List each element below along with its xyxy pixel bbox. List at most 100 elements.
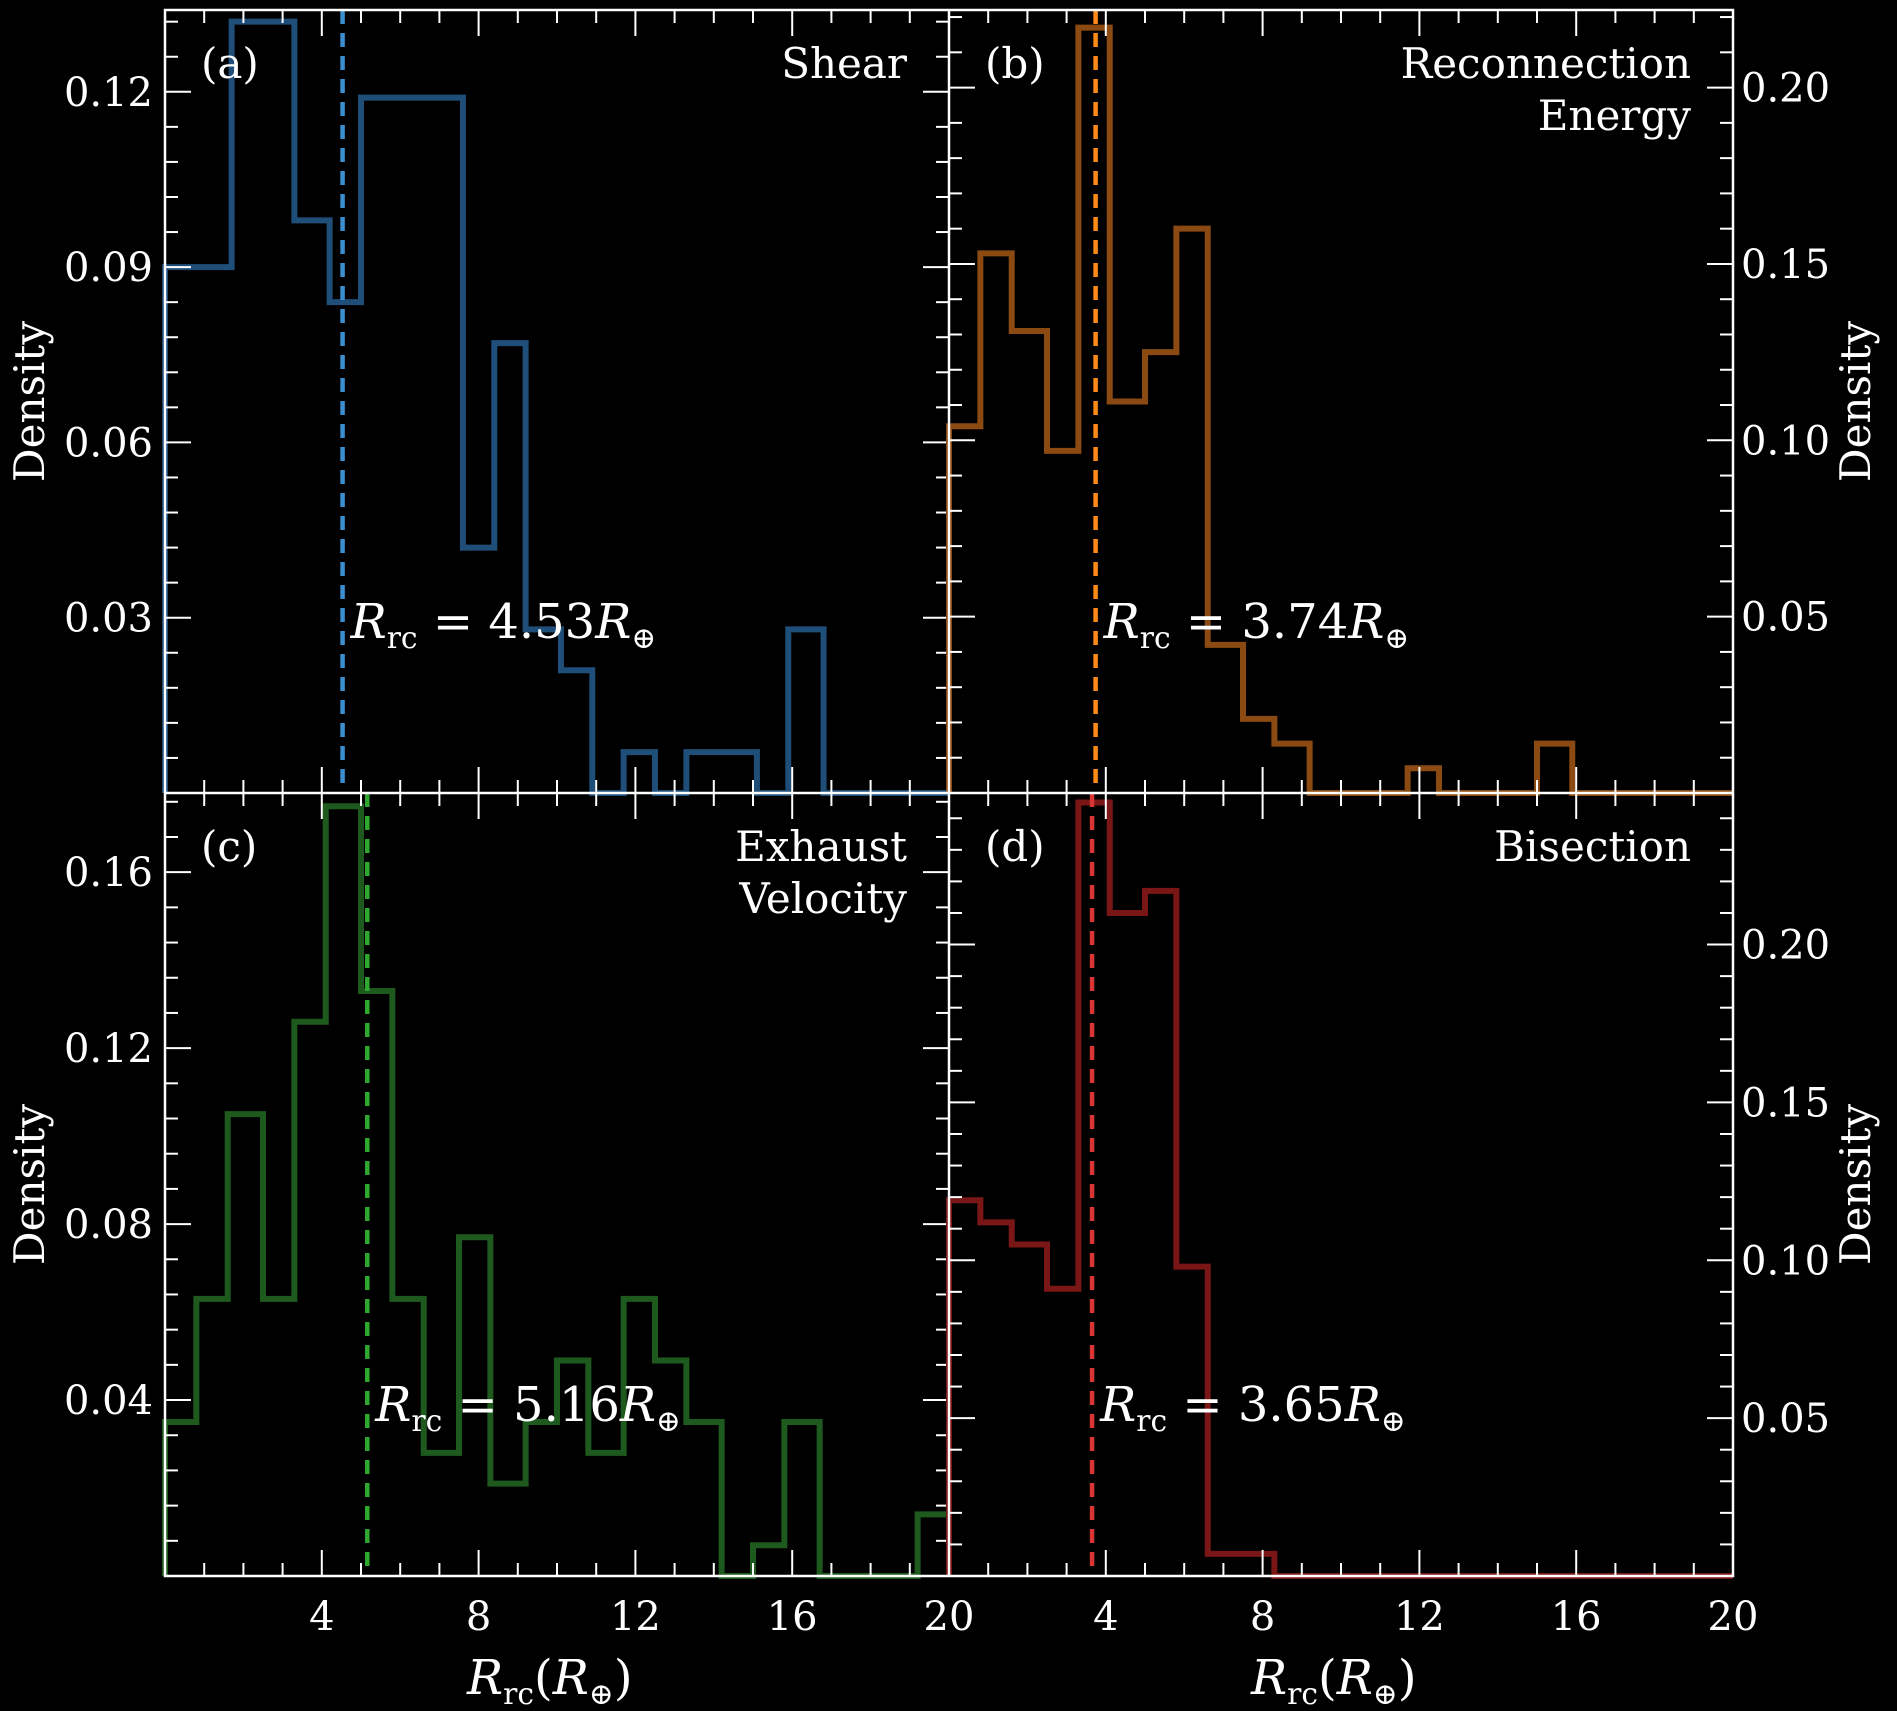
histogram-bar	[294, 220, 329, 793]
histogram-bar	[1145, 352, 1176, 793]
histogram-bar	[490, 1484, 525, 1576]
panel-label: (b)	[985, 39, 1045, 88]
histogram-bar	[949, 1200, 980, 1576]
y-tick-label: 0.05	[1741, 595, 1830, 641]
panel-label: (d)	[985, 822, 1045, 871]
x-tick-label: 4	[1093, 1594, 1118, 1640]
histogram-bar	[1208, 645, 1243, 793]
histogram-bar	[753, 1545, 784, 1576]
histogram-bar	[588, 1453, 623, 1576]
median-annotation: Rrc​ = 4.53R⊕​	[350, 594, 657, 656]
histogram-outline	[946, 24, 1733, 796]
histogram-bar	[918, 1514, 949, 1576]
histogram-bar	[784, 1422, 819, 1576]
histogram-bar	[165, 267, 232, 793]
y-tick-label: 0.10	[1741, 418, 1830, 464]
y-tick-label: 0.08	[64, 1202, 153, 1248]
x-axis-title: Rrc​(R⊕​)	[1250, 1650, 1417, 1711]
histogram-bar	[980, 253, 1011, 793]
x-tick-label: 12	[1394, 1594, 1445, 1640]
method-label: Reconnection	[1401, 39, 1691, 88]
histogram-bar	[1176, 229, 1207, 793]
histogram-bar	[1208, 1554, 1243, 1576]
histogram-bar	[686, 752, 757, 793]
x-tick-label: 20	[1708, 1594, 1759, 1640]
x-tick-label: 8	[1250, 1594, 1275, 1640]
panel-c: 0.04 0.08 0.12 0.16 Density (c) ExhaustVelocit…	[5, 793, 949, 1579]
y-tick-label: 0.20	[1741, 923, 1830, 969]
histogram-bar	[1537, 744, 1572, 793]
histogram-bar	[330, 302, 361, 793]
histogram-bar	[263, 1299, 294, 1576]
histogram-bar	[686, 1422, 721, 1576]
y-axis-title: Density	[5, 1104, 54, 1265]
panel-a: 0.03 0.06 0.09 0.12 Density (a) Shear Rrc​ = 4.…	[5, 10, 949, 796]
histogram-bar	[1012, 1244, 1047, 1576]
histogram-bar	[526, 629, 561, 793]
histogram-bar	[196, 1299, 227, 1576]
y-axis-title: Density	[1831, 1104, 1880, 1265]
histogram-bar	[232, 22, 295, 793]
panel-b: 0.05 0.10 0.15 0.20 Density (b) ReconnectionEn…	[946, 10, 1880, 796]
histogram-bar	[1408, 768, 1439, 793]
y-tick-label: 0.20	[1741, 66, 1830, 112]
x-axis-title: Rrc​(R⊕​)	[466, 1650, 633, 1711]
histogram-bar	[463, 548, 494, 793]
histogram-bar	[1243, 719, 1274, 793]
y-tick-label: 0.15	[1741, 1080, 1830, 1126]
histogram-bar	[424, 1453, 459, 1576]
panel-d: 0.05 0.10 0.15 0.20 Density (d) Bisection Rrc​ …	[946, 793, 1880, 1579]
histogram-bar	[1145, 891, 1176, 1576]
method-label: Exhaust	[735, 822, 907, 871]
panel-label: (a)	[201, 39, 259, 88]
histogram-bar	[526, 1422, 557, 1576]
median-annotation: Rrc​ = 3.65R⊕​	[1099, 1377, 1406, 1439]
histogram-bar	[655, 1360, 686, 1576]
histogram-bar	[624, 752, 655, 793]
x-tick-label: 20	[924, 1594, 975, 1640]
method-label: Bisection	[1494, 822, 1691, 871]
x-tick-label: 8	[466, 1594, 491, 1640]
y-tick-label: 0.09	[64, 245, 153, 291]
x-tick-label: 16	[767, 1594, 818, 1640]
histogram-bar	[1047, 1289, 1078, 1576]
panel-label: (c)	[201, 822, 257, 871]
x-tick-label: 4	[309, 1594, 334, 1640]
y-tick-label: 0.03	[64, 596, 153, 642]
y-tick-label: 0.15	[1741, 242, 1830, 288]
histogram-outline	[946, 799, 1733, 1579]
x-tick-label: 16	[1551, 1594, 1602, 1640]
histogram-bar	[294, 1022, 325, 1576]
y-tick-label: 0.06	[64, 420, 153, 466]
method-label: Velocity	[738, 874, 907, 923]
histogram-bar	[494, 343, 525, 793]
histogram-bar	[1110, 913, 1145, 1576]
y-tick-label: 0.16	[64, 850, 153, 896]
histogram-bar	[228, 1114, 263, 1576]
y-tick-label: 0.12	[64, 70, 153, 116]
histogram-bar	[624, 1299, 655, 1576]
median-annotation: Rrc​ = 3.74R⊕​	[1103, 594, 1410, 656]
histogram-bar	[1047, 451, 1078, 793]
y-tick-label: 0.05	[1741, 1396, 1830, 1442]
histogram-bar	[949, 426, 980, 793]
histogram-bar	[1274, 744, 1309, 793]
histogram-bar	[1012, 331, 1047, 793]
histogram-bar	[326, 806, 361, 1576]
histogram-bar	[788, 629, 823, 793]
y-tick-label: 0.10	[1741, 1238, 1830, 1284]
histogram-bar	[361, 98, 463, 793]
histogram-outline	[162, 803, 949, 1579]
median-annotation: Rrc​ = 5.16R⊕​	[374, 1377, 681, 1439]
y-axis-title: Density	[5, 321, 54, 482]
histogram-bar	[980, 1222, 1011, 1576]
method-label: Energy	[1538, 91, 1692, 140]
y-axis-title: Density	[1831, 321, 1880, 482]
method-label: Shear	[781, 39, 908, 88]
y-tick-label: 0.12	[64, 1026, 153, 1072]
y-tick-label: 0.04	[64, 1378, 153, 1424]
histogram-bar	[1243, 1554, 1274, 1576]
x-tick-label: 12	[610, 1594, 661, 1640]
histogram-outline	[162, 18, 949, 796]
